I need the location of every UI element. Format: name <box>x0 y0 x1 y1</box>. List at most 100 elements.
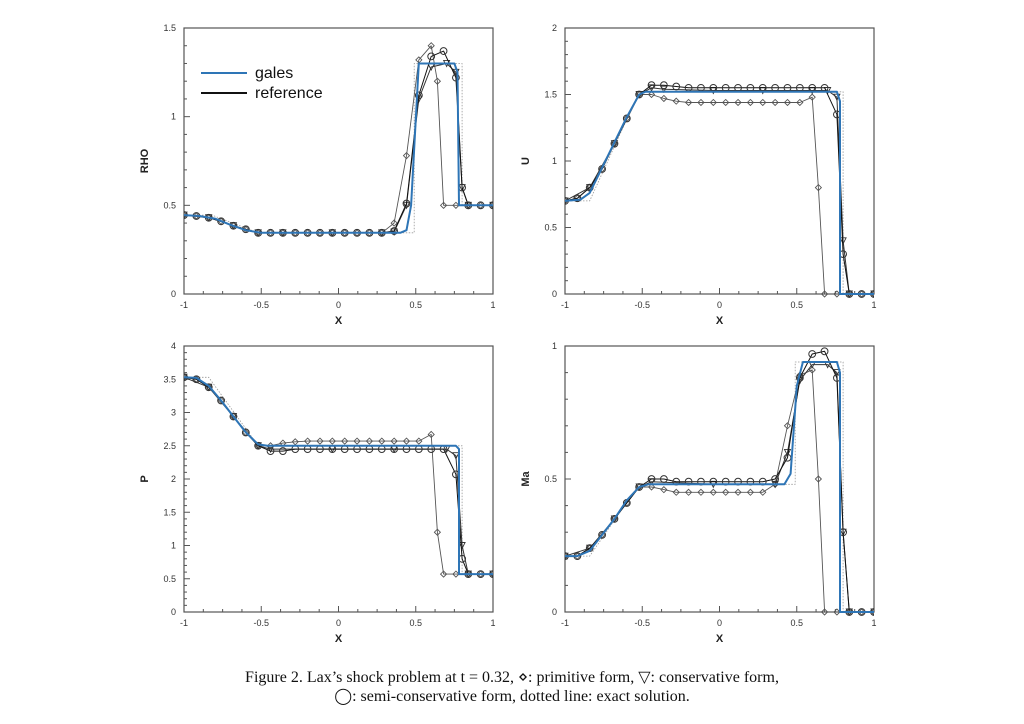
series-line-semi-conservative <box>565 84 874 295</box>
x-tick-label: 0 <box>336 618 341 628</box>
marker-circle <box>598 530 606 539</box>
marker-diamond <box>709 98 717 107</box>
marker-circle <box>647 81 656 90</box>
marker-diamond <box>684 98 693 107</box>
y-tick-label: 1.5 <box>544 90 557 100</box>
series-line-exact <box>184 63 493 234</box>
marker-circle <box>278 447 287 455</box>
legend-label-gales: gales <box>255 65 293 82</box>
marker-circle <box>610 515 619 523</box>
marker-diamond <box>734 98 742 107</box>
plot-frame <box>183 27 494 295</box>
y-tick-label: 0 <box>552 607 557 617</box>
x-tick-label: 0 <box>717 300 722 310</box>
marker-triangle <box>783 448 792 457</box>
marker-circle <box>266 447 275 455</box>
y-tick-label: 3.5 <box>163 374 176 384</box>
marker-diamond <box>402 152 411 160</box>
marker-circle <box>241 428 250 437</box>
x-tick-label: -0.5 <box>634 618 650 628</box>
marker-diamond <box>415 437 423 445</box>
marker-circle <box>808 350 817 358</box>
x-tick-label: -1 <box>561 300 569 310</box>
marker-diamond <box>341 437 349 445</box>
marker-diamond <box>771 98 779 107</box>
marker-diamond <box>722 488 730 496</box>
plot-frame <box>183 345 494 613</box>
marker-diamond <box>783 98 792 107</box>
marker-diamond <box>390 437 398 445</box>
marker-circle <box>204 383 213 392</box>
y-tick-label: 2 <box>552 23 557 33</box>
y-tick-label: 0.5 <box>163 200 176 210</box>
marker-diamond <box>452 570 460 578</box>
marker-triangle <box>458 542 466 550</box>
y-tick-label: 1 <box>171 112 176 122</box>
y-tick-label: 2 <box>171 474 176 484</box>
marker-diamond <box>427 42 435 50</box>
marker-diamond <box>746 98 755 107</box>
marker-diamond <box>353 437 361 445</box>
x-tick-label: 0.5 <box>790 300 803 310</box>
legend: gales reference <box>201 65 323 102</box>
marker-diamond <box>697 488 705 496</box>
series-line-primitive <box>565 369 874 613</box>
plot-frame <box>564 27 875 295</box>
x-tick-label: 0 <box>336 300 341 310</box>
y-tick-label: 0 <box>552 289 557 299</box>
marker-circle <box>771 475 780 483</box>
legend-label-reference: reference <box>255 85 323 102</box>
marker-circle <box>402 199 411 208</box>
series-line-gales <box>184 62 493 234</box>
x-tick-label: -1 <box>180 300 188 310</box>
marker-diamond <box>647 483 656 491</box>
marker-diamond <box>328 437 336 445</box>
marker-diamond <box>684 488 693 496</box>
x-tick-label: -0.5 <box>634 300 650 310</box>
plot-area <box>184 42 493 237</box>
marker-diamond <box>452 201 460 209</box>
marker-diamond <box>820 608 829 616</box>
marker-circle <box>427 52 436 61</box>
marker-diamond <box>808 366 816 374</box>
plot-frame <box>564 345 875 613</box>
y-tick-label: 3 <box>171 408 176 418</box>
x-tick-label: -0.5 <box>253 300 269 310</box>
y-tick-label: 1.5 <box>163 507 176 517</box>
plot-area <box>565 347 874 616</box>
marker-diamond <box>433 528 442 536</box>
y-axis-title: U <box>520 157 532 165</box>
marker-diamond <box>783 422 792 430</box>
marker-circle <box>647 475 656 483</box>
x-axis-title: X <box>716 315 724 327</box>
marker-diamond <box>759 488 767 496</box>
marker-triangle <box>452 452 460 460</box>
series-line-gales <box>184 376 493 576</box>
plot-area <box>184 373 493 579</box>
marker-diamond <box>660 486 668 494</box>
y-tick-label: 0.5 <box>544 223 557 233</box>
series-line-gales <box>565 361 874 613</box>
figure-caption: Figure 2. Lax’s shock problem at t = 0.3… <box>0 668 1024 706</box>
marker-circle <box>414 91 423 100</box>
x-tick-label: -0.5 <box>253 618 269 628</box>
marker-triangle <box>660 85 668 94</box>
marker-diamond <box>427 430 435 439</box>
y-tick-label: 2.5 <box>163 441 176 451</box>
marker-diamond <box>759 98 767 107</box>
x-tick-label: 0.5 <box>409 300 422 310</box>
panel-ma: -1 -0.5 0 0.5 1 0 0.5 1 X Ma <box>520 341 877 645</box>
marker-diamond <box>390 219 398 227</box>
series-line-conservative <box>565 364 874 613</box>
caption-line-2: ◯: semi-conservative form, dotted line: … <box>334 688 690 705</box>
marker-diamond <box>660 94 668 103</box>
y-tick-label: 0.5 <box>163 574 176 584</box>
y-tick-label: 0.5 <box>544 474 557 484</box>
x-tick-label: 0.5 <box>790 618 803 628</box>
marker-circle <box>439 47 448 55</box>
series-line-exact <box>565 91 874 295</box>
marker-diamond <box>808 93 816 101</box>
y-axis-title: Ma <box>520 470 532 486</box>
series-line-primitive <box>565 94 874 295</box>
marker-triangle <box>839 237 847 245</box>
